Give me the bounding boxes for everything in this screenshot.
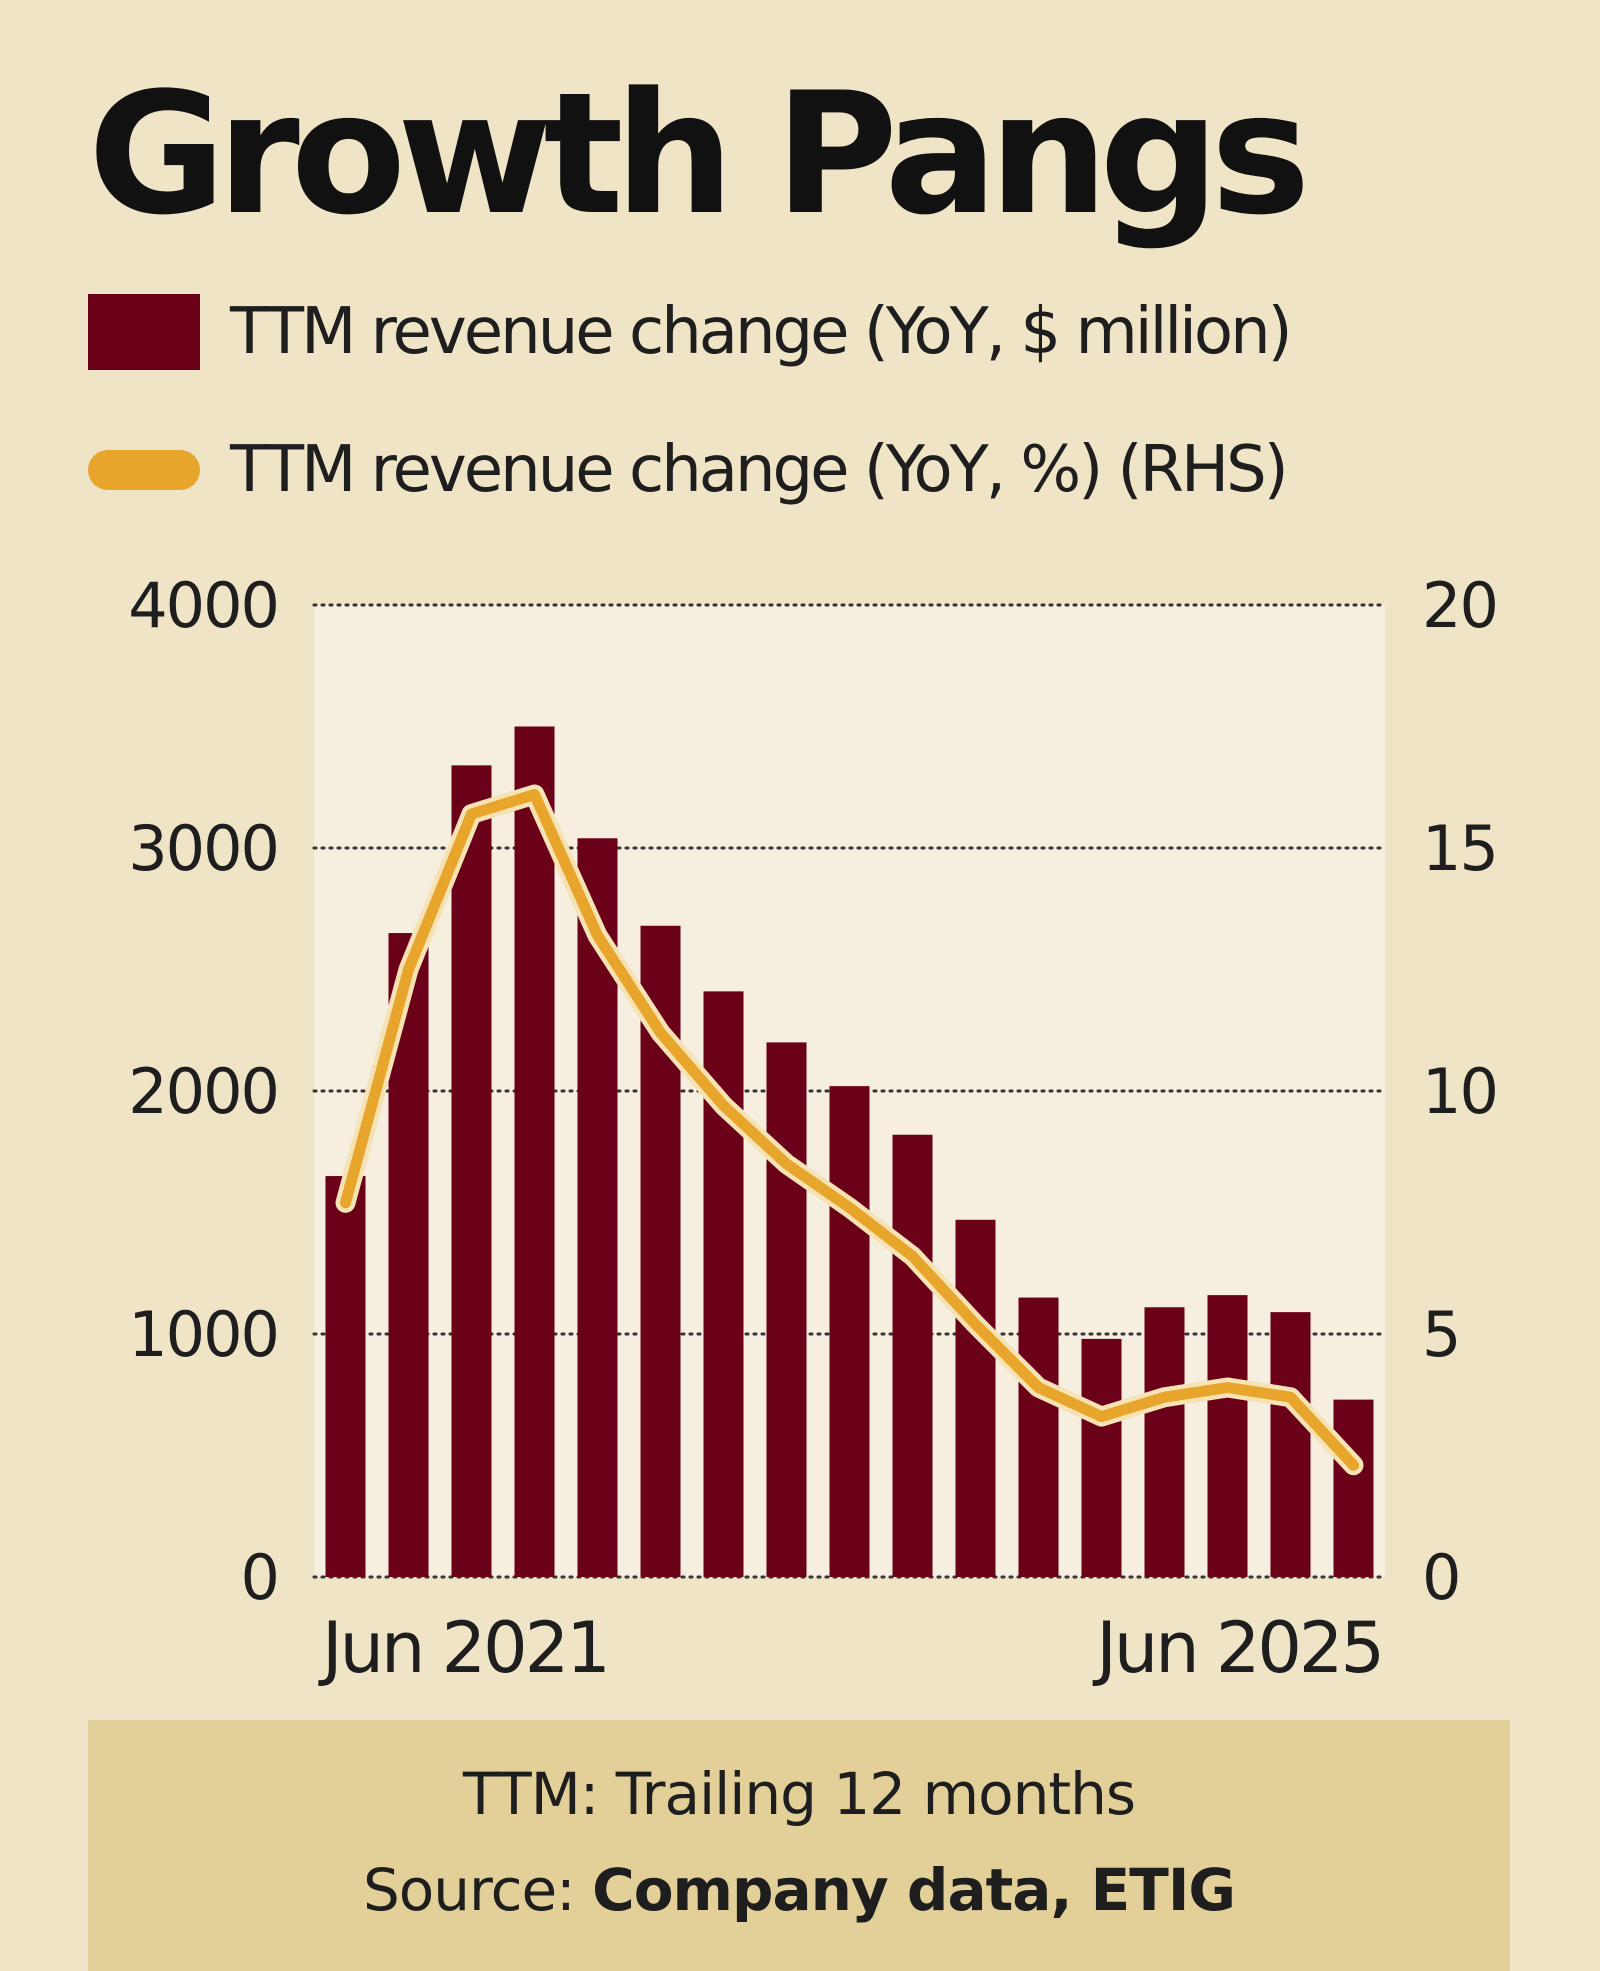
bar [1270,1312,1311,1577]
legend-line-swatch [88,450,200,490]
footer: TTM: Trailing 12 months Source: Company … [88,1720,1510,1971]
bar [1018,1297,1059,1577]
y-tick-label-right: 15 [1422,812,1497,885]
source-prefix: Source: [362,1856,593,1924]
bar [892,1134,933,1577]
bar [955,1219,996,1577]
source-value: Company data, ETIG [592,1856,1236,1924]
footer-source: Source: Company data, ETIG [88,1856,1510,1924]
bar [514,726,555,1577]
y-tick-label-left: 1000 [128,1298,278,1371]
y-tick-label-right: 0 [1422,1541,1459,1614]
bar [1081,1338,1122,1577]
bar [325,1176,366,1577]
legend-item-line: TTM revenue change (YoY, %) (RHS) [88,430,1289,510]
y-tick-label-right: 10 [1422,1055,1497,1128]
x-tick-label: Jun 2025 [1092,1607,1382,1689]
chart-title: Growth Pangs [88,56,1311,252]
y-tick-label-right: 5 [1422,1298,1459,1371]
legend-item-bar: TTM revenue change (YoY, $ million) [88,292,1293,372]
y-tick-label-left: 0 [241,1541,278,1614]
bar [451,765,492,1577]
bar [829,1086,870,1577]
legend-bar-label: TTM revenue change (YoY, $ million) [230,295,1293,369]
y-tick-label-right: 20 [1422,569,1497,642]
legend-line-label: TTM revenue change (YoY, %) (RHS) [230,433,1289,507]
x-tick-label: Jun 2021 [318,1607,608,1689]
y-tick-label-left: 4000 [128,569,278,642]
bar [1207,1295,1248,1577]
footer-note: TTM: Trailing 12 months [462,1760,1136,1828]
bar [1333,1399,1374,1577]
legend-bar-swatch [88,294,200,370]
y-tick-label-left: 3000 [128,812,278,885]
bar [766,1042,807,1577]
bar [1144,1307,1185,1577]
y-tick-label-left: 2000 [128,1055,278,1128]
chart-svg: 0 1000 2000 3000 4000 0 5 10 15 20 Jun 2021 Jun 202… [128,569,1499,1689]
